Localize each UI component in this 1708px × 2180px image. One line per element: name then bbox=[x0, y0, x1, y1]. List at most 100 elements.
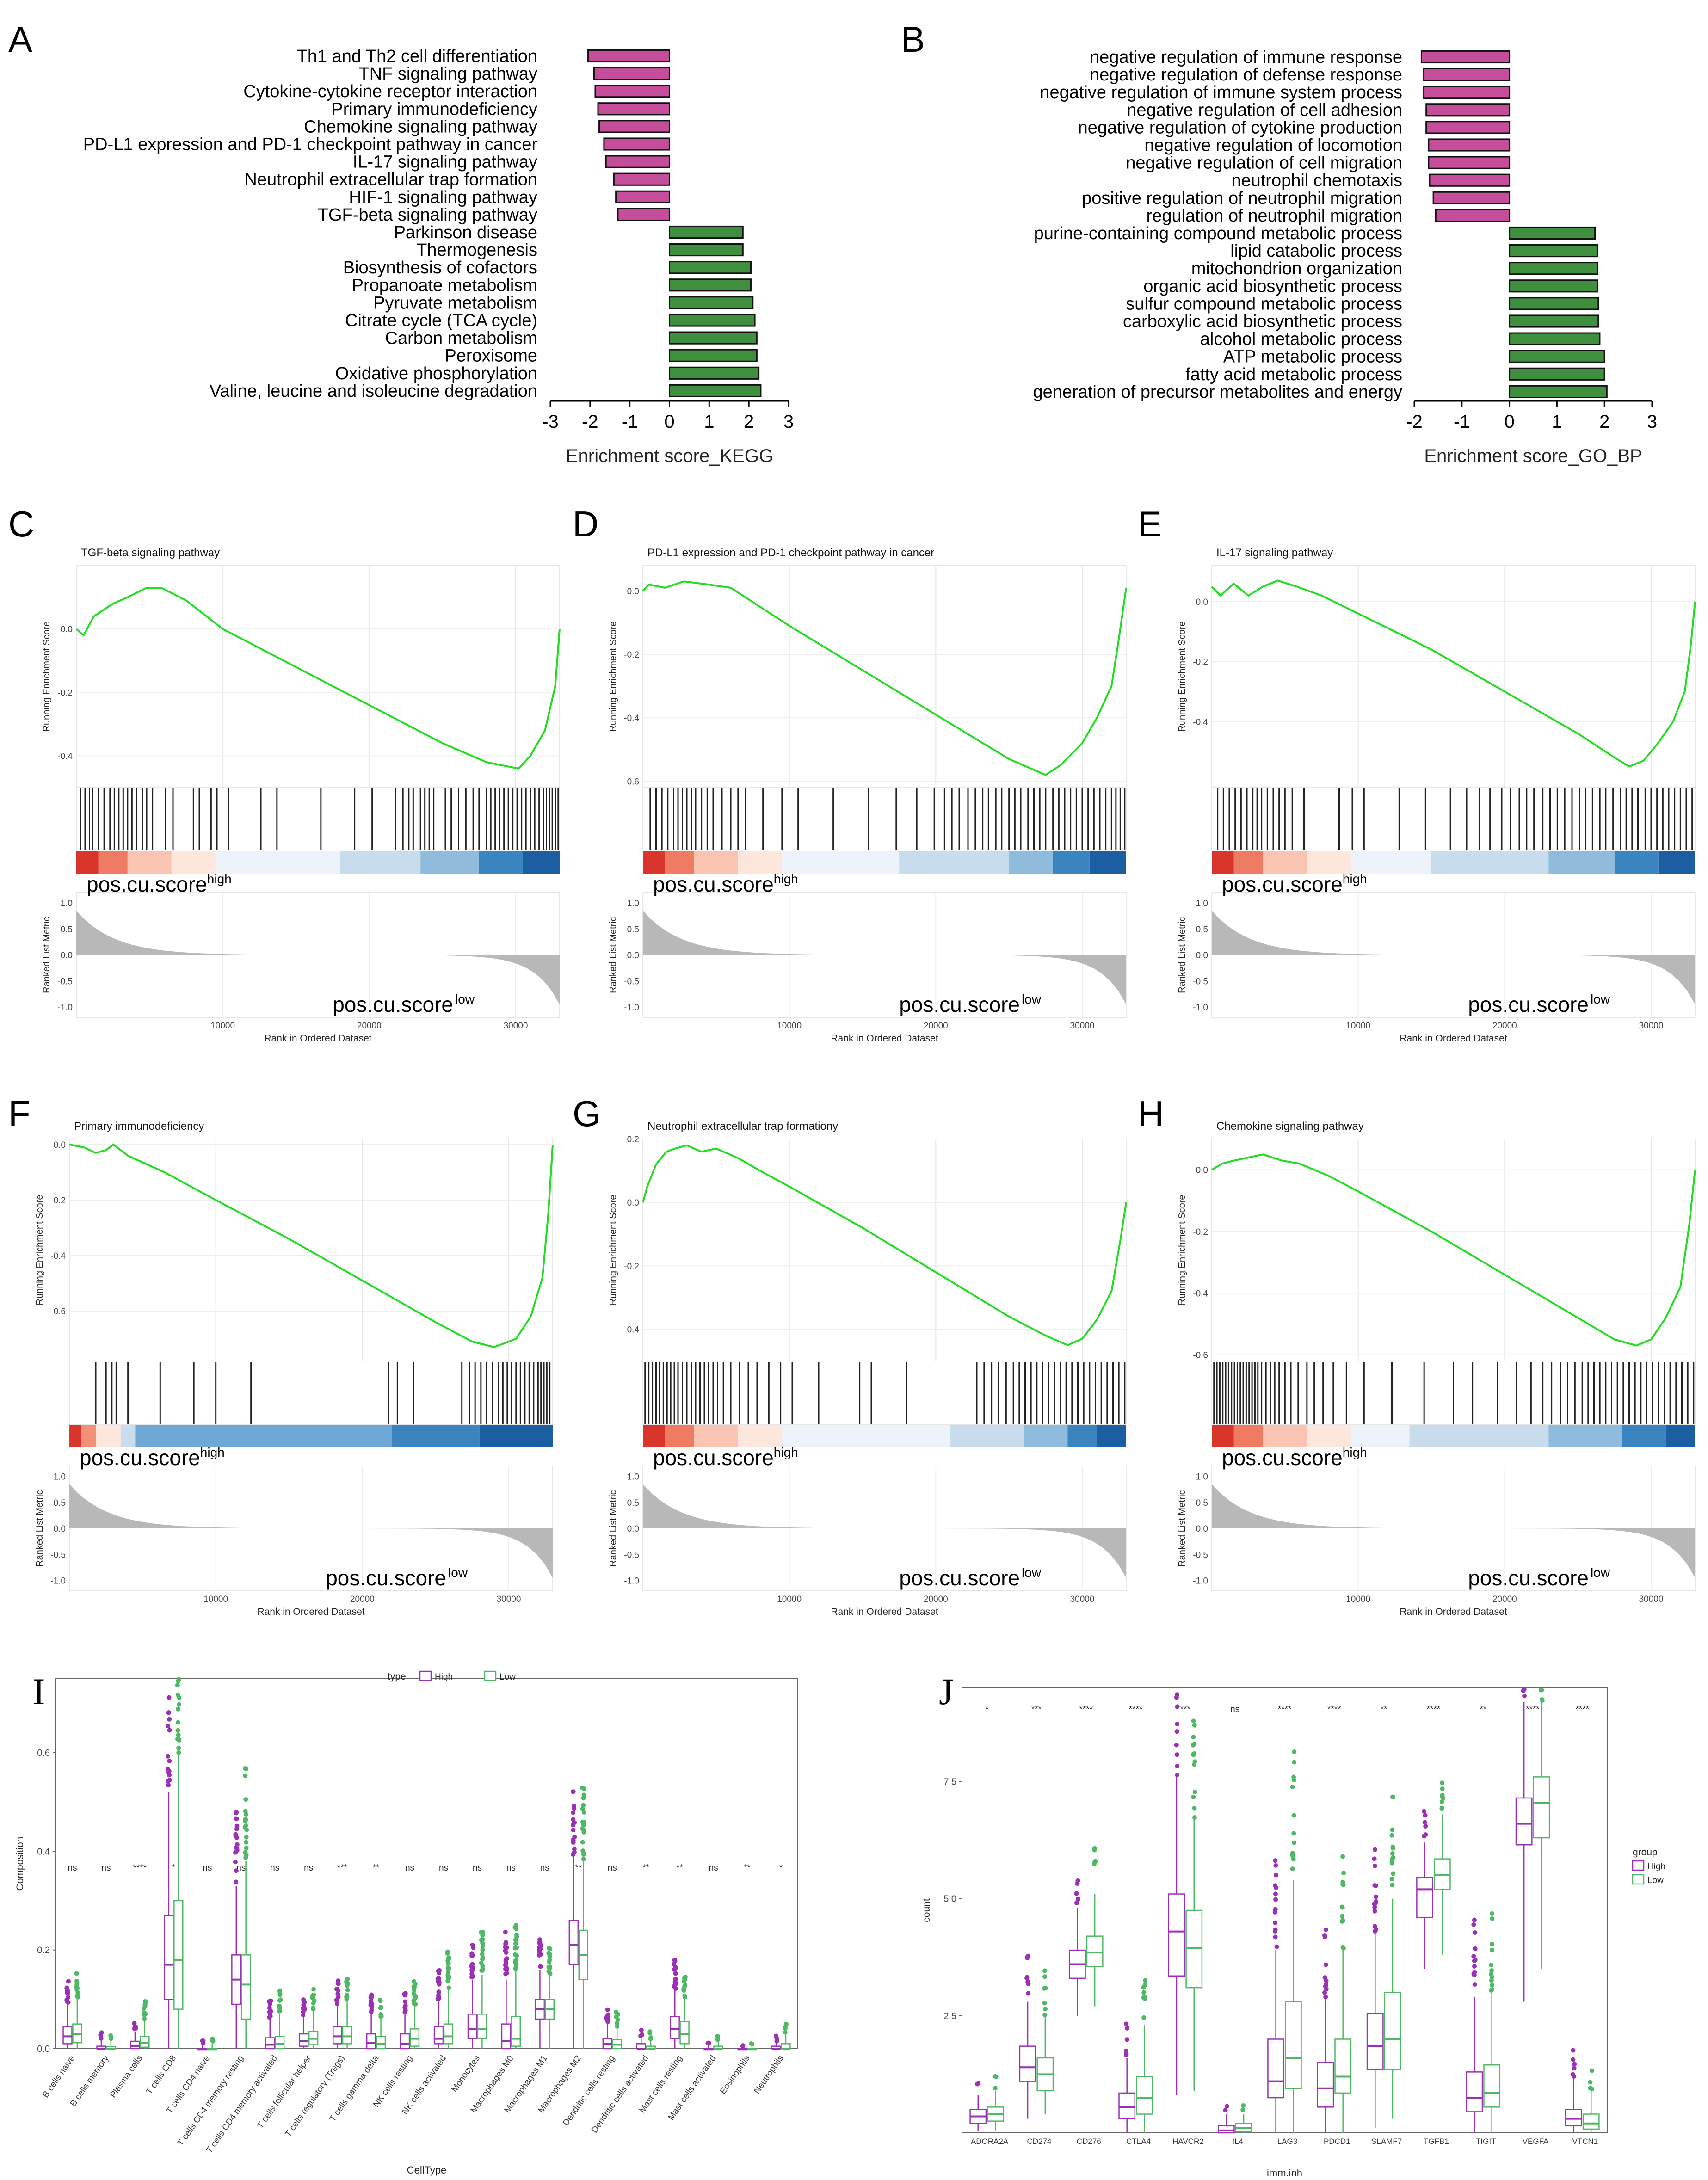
rank-color-band bbox=[1307, 1425, 1351, 1447]
y2-tick-label: -1.0 bbox=[1193, 1003, 1208, 1013]
outlier-point bbox=[513, 1966, 518, 1971]
outlier-point bbox=[301, 2009, 306, 2014]
boxplot-I: 0.0 0.2 0.4 0.6 Composition ns B cells naive ns… bbox=[15, 1670, 798, 2176]
low-label-text: pos.cu.score bbox=[326, 1566, 446, 1590]
category-label: Eosinophils bbox=[718, 2054, 752, 2096]
legend-label: High bbox=[435, 1672, 453, 1682]
category-label: regulation of neutrophil migration bbox=[1147, 206, 1402, 226]
significance-label: ** bbox=[1381, 1705, 1387, 1714]
gsea-title: Primary immunodeficiency bbox=[74, 1120, 204, 1133]
box bbox=[511, 2016, 521, 2047]
category-label: T cells regulatory (Tregs) bbox=[283, 2054, 347, 2139]
outlier-point bbox=[606, 2012, 611, 2017]
category-label: PDCD1 bbox=[1324, 2137, 1350, 2146]
high-label-sup: high bbox=[200, 1445, 225, 1459]
y2-tick-label: 1.0 bbox=[627, 1472, 639, 1482]
gsea-title: TGF-beta signaling pathway bbox=[81, 547, 220, 559]
outlier-point bbox=[1422, 1820, 1427, 1825]
box bbox=[1565, 2109, 1582, 2127]
outlier-point bbox=[512, 1952, 518, 1957]
significance-label: **** bbox=[1327, 1705, 1341, 1714]
category-label: negative regulation of immune response bbox=[1090, 48, 1402, 67]
box bbox=[477, 2014, 487, 2039]
outlier-point bbox=[683, 1983, 688, 1988]
x-axis-title: CellType bbox=[407, 2164, 447, 2176]
category-label: LAG3 bbox=[1277, 2137, 1297, 2146]
significance-label: ns bbox=[270, 1863, 279, 1873]
outlier-point bbox=[1490, 1916, 1495, 1921]
category-label: PD-L1 expression and PD-1 checkpoint pat… bbox=[83, 135, 538, 154]
category-label: Oxidative phosphorylation bbox=[335, 364, 537, 383]
x-tick-label: 0 bbox=[664, 412, 674, 432]
category-label: Primary immunodeficiency bbox=[331, 99, 537, 119]
bar bbox=[669, 384, 762, 397]
category-label: B cells naive bbox=[41, 2054, 77, 2100]
outlier-point bbox=[1175, 1721, 1180, 1726]
legend-key bbox=[484, 1670, 497, 1681]
legend-label: High bbox=[1647, 1862, 1665, 1872]
outlier-point bbox=[1042, 1968, 1047, 1973]
x-tick-label: -3 bbox=[542, 412, 559, 432]
running-es-line bbox=[69, 1144, 554, 1348]
significance-label: ns bbox=[203, 1863, 212, 1873]
outlier-point bbox=[1473, 1958, 1478, 1963]
y2-tick-label: 0.5 bbox=[1196, 1498, 1208, 1508]
outlier-point bbox=[311, 2001, 316, 2006]
outlier-point bbox=[993, 2074, 998, 2079]
category-label: neutrophil chemotaxis bbox=[1231, 171, 1402, 191]
y-tick-label: -0.4 bbox=[624, 1325, 639, 1335]
category-label: generation of precursor metabolites and … bbox=[1033, 382, 1402, 402]
category-label: ATP metabolic process bbox=[1223, 347, 1402, 367]
category-label: TNF signaling pathway bbox=[358, 64, 537, 84]
rank-color-band bbox=[694, 851, 738, 874]
rank-color-band bbox=[171, 851, 216, 874]
outlier-point bbox=[1124, 2051, 1129, 2056]
es-panel-bg bbox=[642, 565, 1127, 788]
bar bbox=[605, 155, 670, 168]
outlier-point bbox=[166, 1724, 171, 1729]
category-label: Valine, leucine and isoleucine degradati… bbox=[210, 382, 537, 401]
x-tick-label: 30000 bbox=[1070, 1021, 1095, 1031]
outlier-point bbox=[1174, 1729, 1179, 1734]
outlier-point bbox=[639, 2027, 644, 2032]
rank-color-band bbox=[782, 1425, 950, 1447]
outlier-point bbox=[614, 2014, 619, 2020]
outlier-point bbox=[538, 1952, 543, 1957]
outlier-point bbox=[336, 1995, 341, 2000]
es-panel-bg bbox=[76, 565, 560, 788]
outlier-point bbox=[1572, 2062, 1577, 2067]
rank-color-band bbox=[643, 1425, 665, 1447]
bar bbox=[1423, 86, 1511, 99]
y-tick-label: 0.4 bbox=[37, 1847, 50, 1857]
outlier-point bbox=[234, 1848, 240, 1853]
box bbox=[1483, 2064, 1501, 2108]
significance-label: ns bbox=[608, 1863, 617, 1873]
x-tick-label: 20000 bbox=[350, 1595, 375, 1604]
category-label: HIF-1 signaling pathway bbox=[349, 188, 537, 207]
x-axis-title: Enrichment score_GO_BP bbox=[1424, 446, 1642, 466]
outlier-point bbox=[436, 1989, 441, 1994]
rank-color-band bbox=[1622, 1425, 1666, 1447]
outlier-point bbox=[244, 1846, 249, 1851]
legend-key bbox=[1632, 1874, 1645, 1885]
rank-color-band bbox=[1307, 851, 1351, 874]
category-label: TIGIT bbox=[1476, 2137, 1496, 2146]
legend-key bbox=[1632, 1860, 1645, 1871]
significance-label: **** bbox=[133, 1863, 147, 1873]
outlier-point bbox=[445, 1965, 450, 1971]
x-tick-label: 30000 bbox=[497, 1595, 521, 1604]
outlier-point bbox=[504, 1960, 509, 1965]
outlier-point bbox=[1339, 1919, 1344, 1924]
y-tick-label: 0.0 bbox=[1196, 1166, 1208, 1176]
significance-label: ** bbox=[575, 1863, 582, 1873]
outlier-point bbox=[581, 1857, 586, 1862]
outlier-point bbox=[513, 1960, 518, 1965]
outlier-point bbox=[446, 1955, 451, 1960]
outlier-point bbox=[233, 1860, 238, 1865]
outlier-point bbox=[1489, 1941, 1494, 1946]
outlier-point bbox=[1141, 2015, 1147, 2020]
significance-label: * bbox=[985, 1705, 989, 1714]
outlier-point bbox=[673, 1982, 678, 1987]
outlier-point bbox=[166, 1770, 171, 1775]
